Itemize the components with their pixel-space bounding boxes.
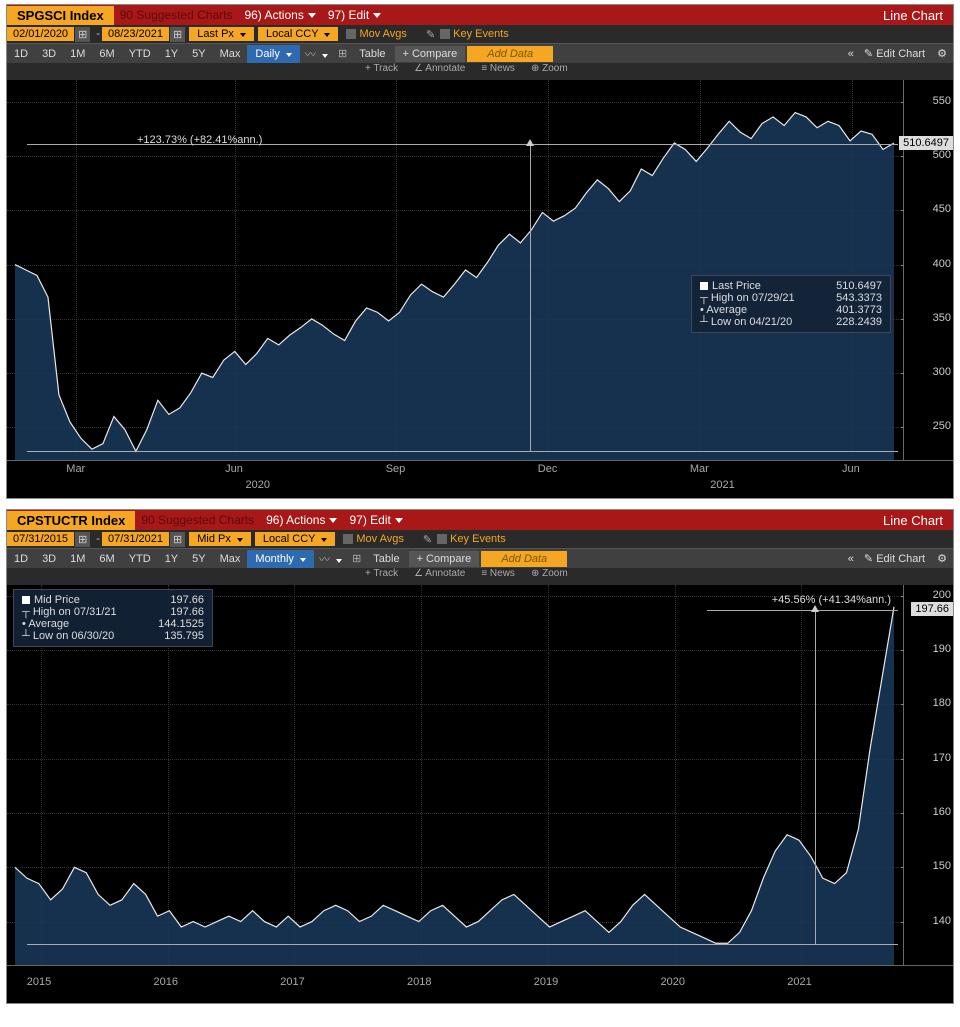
track-tool[interactable]: + Track: [357, 568, 406, 585]
chart-type-label: Line Chart: [883, 513, 953, 528]
news-tool[interactable]: ≡ News: [473, 568, 523, 585]
date-bar: 07/31/2015⊞ - 07/31/2021⊞ Mid Px Local C…: [7, 530, 953, 548]
annotation-text: +123.73% (+82.41%ann.): [137, 134, 262, 146]
edit-menu[interactable]: 97) Edit: [322, 8, 387, 22]
current-value-flag: 197.66: [911, 602, 953, 616]
tf-3d[interactable]: 3D: [35, 48, 63, 60]
edit-menu[interactable]: 97) Edit: [343, 513, 408, 527]
x-axis: MarJunSepDecMarJun20202021: [7, 460, 953, 498]
compare-button[interactable]: + Compare: [409, 551, 480, 567]
annotation-vert-line: [815, 610, 816, 944]
date-to[interactable]: 07/31/2021: [102, 532, 169, 546]
current-value-flag: 510.6497: [899, 136, 953, 150]
chart-panel-1: SPGSCI Index 90 Suggested Charts 96) Act…: [6, 4, 954, 499]
annotate-bar: + Track ∠ Annotate ≡ News ⊕ Zoom: [7, 63, 953, 80]
zoom-tool[interactable]: ⊕ Zoom: [523, 63, 576, 80]
chart-style-icon[interactable]: 〰: [300, 46, 333, 62]
price-type[interactable]: Last Px: [189, 27, 254, 41]
annotate-tool[interactable]: ∠ Annotate: [406, 568, 473, 585]
chart-style-icon[interactable]: 〰: [314, 551, 347, 567]
annotate-bar: + Track ∠ Annotate ≡ News ⊕ Zoom: [7, 568, 953, 585]
suggested-charts[interactable]: 90 Suggested Charts: [135, 513, 260, 527]
tf-1d[interactable]: 1D: [7, 48, 35, 60]
track-tool[interactable]: + Track: [357, 63, 406, 80]
ticker-label[interactable]: SPGSCI Index: [7, 6, 114, 25]
period-select[interactable]: Monthly: [247, 550, 314, 568]
edit-chart-button[interactable]: ✎ Edit Chart: [858, 47, 931, 60]
tf-1y[interactable]: 1Y: [158, 48, 185, 60]
y-axis: 140150160170180190200: [903, 585, 953, 965]
date-bar: 02/01/2020⊞ - 08/23/2021⊞ Last Px Local …: [7, 25, 953, 43]
mov-avgs-toggle[interactable]: Mov Avgs: [342, 28, 421, 40]
currency[interactable]: Local CCY: [255, 532, 335, 546]
legend-box: Last Price510.6497 ┬ High on 07/29/21543…: [691, 275, 891, 333]
title-bar: CPSTUCTR Index 90 Suggested Charts 96) A…: [7, 510, 953, 530]
chart-panel-2: CPSTUCTR Index 90 Suggested Charts 96) A…: [6, 509, 954, 1004]
legend-box: Mid Price197.66 ┬ High on 07/31/21197.66…: [13, 589, 213, 647]
gear-icon[interactable]: ⚙: [931, 47, 953, 60]
tf-ytd[interactable]: YTD: [122, 553, 158, 565]
calendar-icon[interactable]: ⊞: [75, 532, 90, 547]
toolbar: 1D 3D 1M 6M YTD 1Y 5Y Max Daily 〰 ⊞ Tabl…: [7, 43, 953, 63]
zoom-tool[interactable]: ⊕ Zoom: [523, 568, 576, 585]
annotation-vert-line: [530, 144, 531, 451]
edit-chart-button[interactable]: ✎ Edit Chart: [858, 552, 931, 565]
annotation-high-line: [707, 610, 898, 611]
tf-5y[interactable]: 5Y: [185, 553, 212, 565]
gear-icon[interactable]: ⚙: [931, 552, 953, 565]
settings-icon[interactable]: ⊞: [347, 552, 366, 565]
tf-5y[interactable]: 5Y: [185, 48, 212, 60]
calendar-icon[interactable]: ⊞: [75, 27, 90, 42]
date-to[interactable]: 08/23/2021: [102, 27, 169, 41]
actions-menu[interactable]: 96) Actions: [238, 8, 321, 22]
add-data-input[interactable]: Add Data: [467, 46, 553, 62]
news-tool[interactable]: ≡ News: [473, 63, 523, 80]
mov-avgs-toggle[interactable]: Mov Avgs: [339, 533, 418, 545]
tf-6m[interactable]: 6M: [92, 553, 121, 565]
arrow-up-icon: [526, 139, 534, 146]
calendar-icon[interactable]: ⊞: [170, 27, 185, 42]
chart-type-label: Line Chart: [883, 8, 953, 23]
add-data-input[interactable]: Add Data: [481, 551, 567, 567]
tf-max[interactable]: Max: [213, 48, 248, 60]
annotation-text: +45.56% (+41.34%ann.): [772, 594, 891, 606]
edit-pencil-icon[interactable]: ✎: [421, 28, 440, 41]
tf-3d[interactable]: 3D: [35, 553, 63, 565]
key-events-toggle[interactable]: Key Events: [437, 533, 516, 545]
title-bar: SPGSCI Index 90 Suggested Charts 96) Act…: [7, 5, 953, 25]
annotation-low-line: [27, 451, 898, 452]
tf-1m[interactable]: 1M: [63, 48, 92, 60]
collapse-icon[interactable]: «: [844, 48, 858, 60]
arrow-up-icon: [811, 605, 819, 612]
calendar-icon[interactable]: ⊞: [170, 532, 185, 547]
tf-1y[interactable]: 1Y: [158, 553, 185, 565]
tf-1d[interactable]: 1D: [7, 553, 35, 565]
key-events-toggle[interactable]: Key Events: [440, 28, 519, 40]
toolbar: 1D 3D 1M 6M YTD 1Y 5Y Max Monthly 〰 ⊞ Ta…: [7, 548, 953, 568]
tf-6m[interactable]: 6M: [92, 48, 121, 60]
chart-plot-area[interactable]: +45.56% (+41.34%ann.) Mid Price197.66 ┬ …: [7, 585, 953, 965]
settings-icon[interactable]: ⊞: [333, 47, 352, 60]
x-axis: 2015201620172018201920202021: [7, 965, 953, 1003]
ticker-label[interactable]: CPSTUCTR Index: [7, 511, 135, 530]
collapse-icon[interactable]: «: [844, 553, 858, 565]
annotation-low-line: [27, 944, 898, 945]
annotate-tool[interactable]: ∠ Annotate: [406, 63, 473, 80]
table-view[interactable]: Table: [366, 553, 406, 565]
tf-ytd[interactable]: YTD: [122, 48, 158, 60]
suggested-charts[interactable]: 90 Suggested Charts: [114, 8, 239, 22]
date-from[interactable]: 02/01/2020: [7, 27, 74, 41]
compare-button[interactable]: + Compare: [395, 46, 466, 62]
edit-pencil-icon[interactable]: ✎: [418, 533, 437, 546]
tf-1m[interactable]: 1M: [63, 553, 92, 565]
tf-max[interactable]: Max: [213, 553, 248, 565]
chart-plot-area[interactable]: +123.73% (+82.41%ann.) Last Price510.649…: [7, 80, 953, 460]
date-from[interactable]: 07/31/2015: [7, 532, 74, 546]
table-view[interactable]: Table: [352, 48, 392, 60]
period-select[interactable]: Daily: [247, 45, 300, 63]
actions-menu[interactable]: 96) Actions: [260, 513, 343, 527]
currency[interactable]: Local CCY: [258, 27, 338, 41]
price-type[interactable]: Mid Px: [189, 532, 251, 546]
